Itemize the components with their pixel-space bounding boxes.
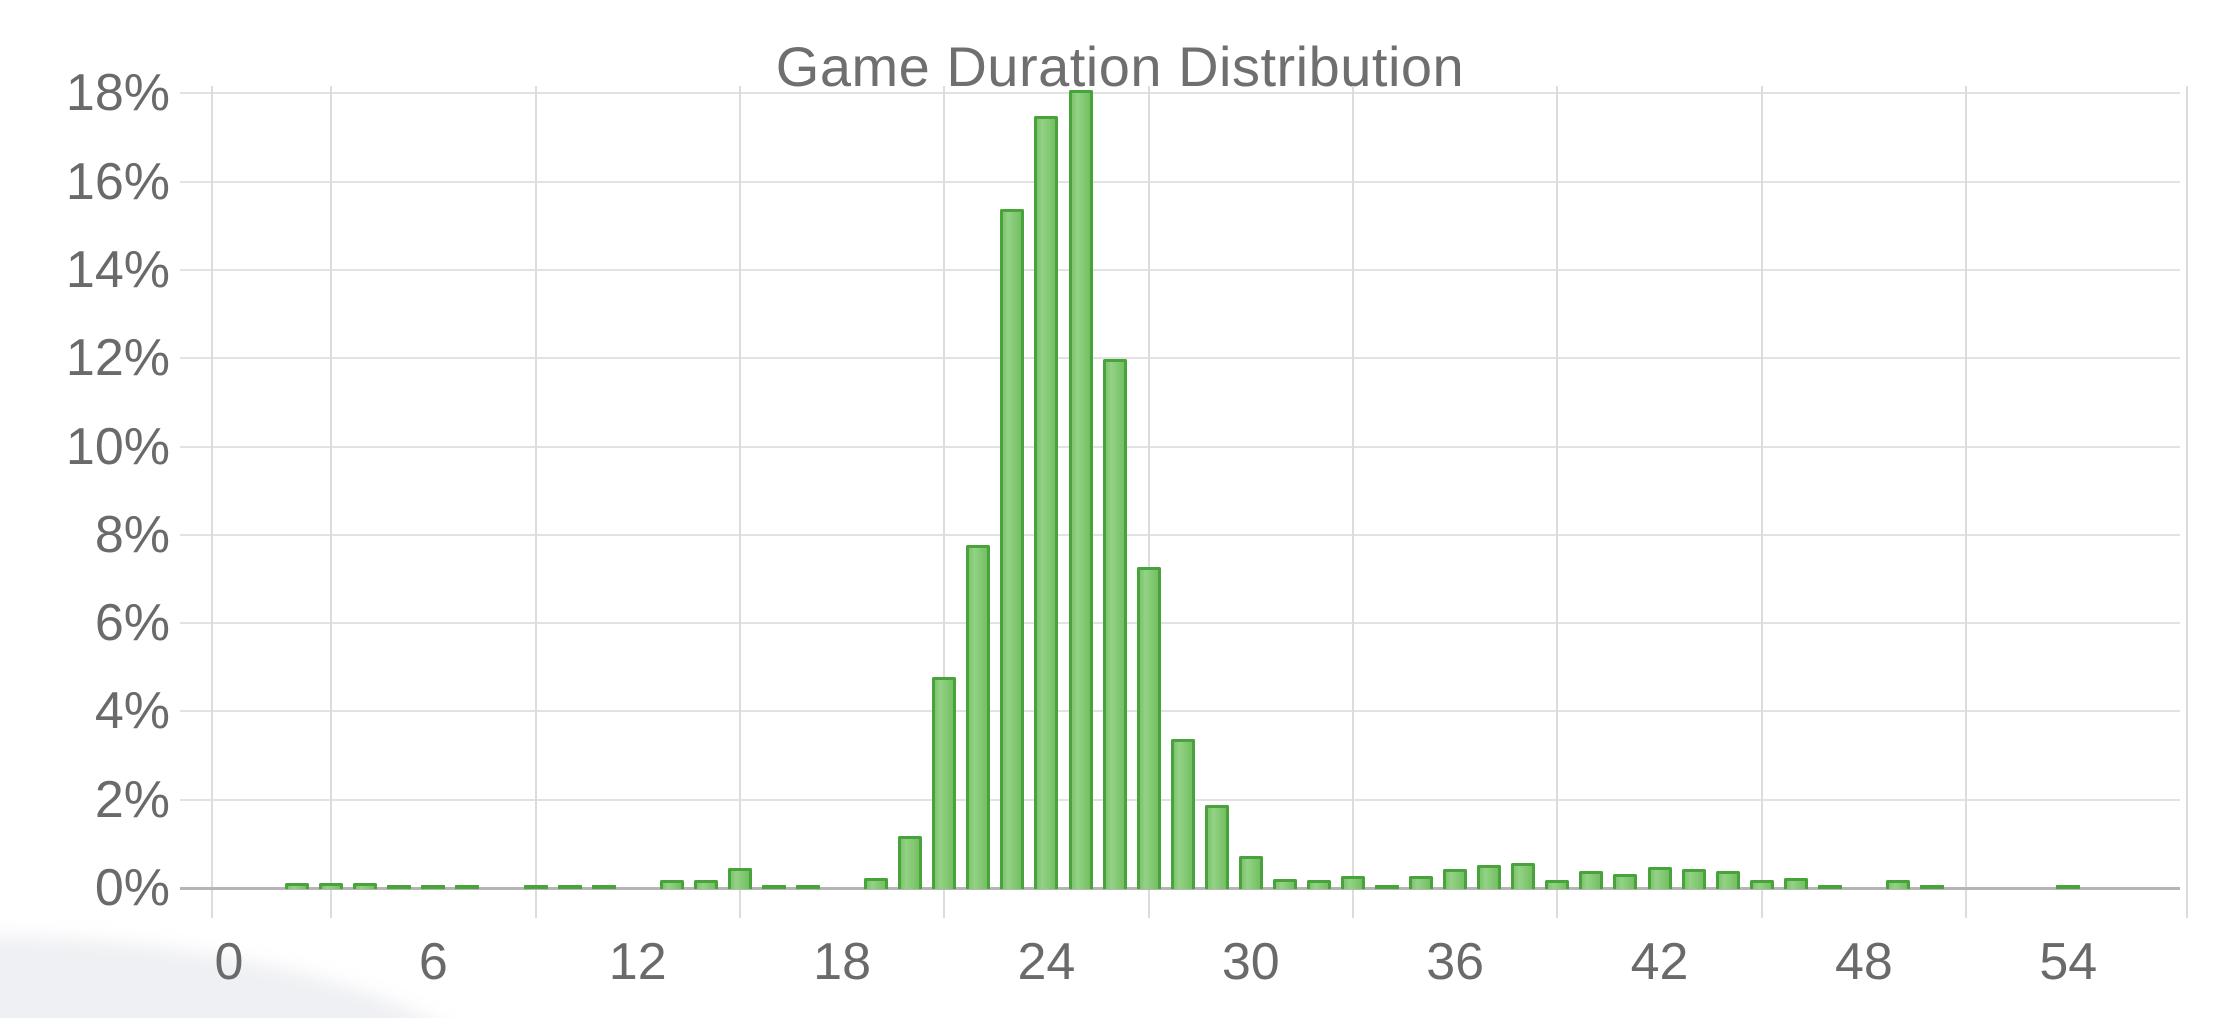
histogram-bar[interactable]	[387, 885, 412, 889]
y-tick-label: 18%	[65, 64, 170, 123]
x-gridline	[534, 86, 537, 918]
y-tick-label: 8%	[94, 505, 170, 564]
y-gridline	[180, 622, 2180, 625]
histogram-bar[interactable]	[591, 885, 616, 889]
histogram-bar[interactable]	[1136, 567, 1161, 889]
histogram-bar[interactable]	[455, 885, 480, 889]
histogram-bar[interactable]	[1715, 871, 1740, 889]
x-tick-label: 42	[1630, 933, 1689, 991]
histogram-bar[interactable]	[1885, 880, 1910, 889]
histogram-bar[interactable]	[1681, 869, 1706, 889]
histogram-bar[interactable]	[1409, 876, 1434, 889]
y-gridline	[180, 445, 2180, 448]
x-gridline	[738, 86, 741, 918]
histogram-bar[interactable]	[557, 885, 582, 889]
histogram-bar[interactable]	[796, 885, 821, 889]
histogram-bar[interactable]	[1170, 739, 1195, 889]
histogram-bar[interactable]	[421, 885, 446, 889]
histogram-bar[interactable]	[761, 885, 786, 889]
histogram-bar[interactable]	[966, 545, 991, 889]
chart-title: Game Duration Distribution	[775, 35, 1465, 98]
histogram-bar[interactable]	[1817, 885, 1842, 889]
histogram-bar[interactable]	[1102, 359, 1127, 889]
y-gridline	[180, 180, 2180, 183]
histogram-bar[interactable]	[1545, 880, 1570, 889]
histogram-bar[interactable]	[2056, 885, 2081, 889]
histogram-bar[interactable]	[319, 883, 344, 889]
histogram-bar[interactable]	[1375, 885, 1400, 889]
x-tick-label: 0	[214, 933, 244, 991]
histogram-bar[interactable]	[1749, 880, 1774, 889]
histogram-bar[interactable]	[1647, 867, 1672, 889]
y-tick-label: 0%	[94, 859, 170, 917]
x-gridline	[943, 86, 946, 918]
histogram-bar[interactable]	[523, 885, 548, 889]
histogram-bar[interactable]	[1511, 863, 1536, 889]
y-tick-label: 12%	[65, 329, 170, 388]
x-tick-label: 54	[2039, 933, 2098, 991]
histogram-bar[interactable]	[864, 878, 889, 889]
x-gridline	[210, 86, 213, 918]
histogram-bar[interactable]	[1000, 209, 1025, 889]
histogram-bar[interactable]	[1238, 856, 1263, 889]
y-tick-label: 6%	[94, 594, 170, 653]
x-gridline	[1760, 86, 1763, 918]
histogram-bar[interactable]	[353, 883, 378, 889]
x-tick-label: 12	[608, 933, 667, 991]
x-tick-label: 48	[1834, 933, 1893, 991]
y-gridline	[180, 92, 2180, 95]
y-gridline	[180, 357, 2180, 360]
y-tick-label: 4%	[94, 682, 170, 741]
histogram-bar[interactable]	[932, 677, 957, 889]
y-tick-label: 16%	[65, 152, 170, 211]
histogram-bar[interactable]	[1204, 805, 1229, 889]
histogram-bar[interactable]	[1034, 116, 1059, 889]
x-gridline	[330, 86, 333, 918]
histogram-bar[interactable]	[1920, 885, 1944, 889]
x-tick-label: 24	[1017, 933, 1076, 991]
histogram-bar[interactable]	[1340, 876, 1365, 889]
histogram-bar[interactable]	[1477, 865, 1502, 889]
x-tick-label: 30	[1221, 933, 1280, 991]
x-gridline	[2186, 86, 2189, 918]
histogram-bar[interactable]	[898, 836, 923, 889]
y-tick-label: 2%	[94, 770, 170, 829]
histogram-bar[interactable]	[285, 883, 310, 889]
y-gridline	[180, 268, 2180, 271]
y-gridline	[180, 710, 2180, 713]
histogram-bar[interactable]	[1783, 878, 1808, 889]
histogram-bar[interactable]	[1272, 879, 1297, 889]
histogram-bar[interactable]	[1613, 874, 1638, 889]
histogram-bar[interactable]	[1579, 871, 1604, 889]
x-tick-label: 36	[1426, 933, 1485, 991]
histogram-bar[interactable]	[1306, 880, 1331, 889]
histogram-bar[interactable]	[1443, 869, 1468, 889]
y-tick-label: 10%	[65, 417, 170, 476]
histogram-bar[interactable]	[1068, 90, 1093, 889]
histogram-bar[interactable]	[727, 868, 752, 889]
x-gridline	[1147, 86, 1150, 918]
y-tick-label: 14%	[65, 240, 170, 299]
y-gridline	[180, 533, 2180, 536]
x-gridline	[1556, 86, 1559, 918]
x-gridline	[1965, 86, 1968, 918]
histogram-bar[interactable]	[659, 880, 684, 889]
x-tick-label: 6	[418, 933, 448, 991]
histogram-bar[interactable]	[693, 880, 718, 889]
x-tick-label: 18	[813, 933, 871, 991]
x-gridline	[1351, 86, 1354, 918]
